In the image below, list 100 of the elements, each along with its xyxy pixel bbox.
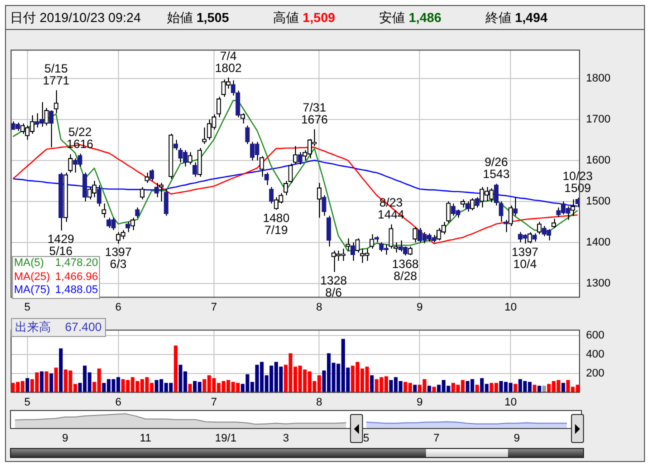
y-tick-label: 1600: [586, 154, 610, 166]
x-tick-label: 6: [115, 396, 122, 408]
x-tick-label: 5: [24, 301, 30, 314]
candlestick: [518, 232, 523, 243]
x-tick-label: 11: [140, 432, 152, 445]
candlestick: [164, 188, 168, 216]
candlestick: [216, 96, 222, 118]
bar: [432, 386, 436, 393]
candlestick: [537, 221, 542, 235]
x-tick-label: 5: [363, 432, 370, 445]
y-tick-label: 600: [586, 329, 604, 342]
annotation: 1368 8/28: [392, 256, 420, 283]
candlestick: [68, 154, 73, 174]
x-tick-label: 7: [433, 432, 440, 445]
x-tick-label: 9: [416, 396, 423, 408]
candlestick: [470, 198, 475, 211]
candlestick: [159, 182, 164, 202]
bar: [54, 368, 58, 393]
candlestick: [206, 118, 212, 140]
candlestick: [197, 148, 202, 178]
annotation: 67.400: [65, 320, 102, 334]
annotation: 1480 7/19: [262, 210, 290, 237]
x-tick-label: 7: [210, 301, 218, 314]
x-tick-label: 6: [115, 301, 122, 314]
candlestick: [436, 228, 442, 241]
chart-title: 日付 2019/10/23 09:24: [10, 10, 141, 25]
text: MA(25): [14, 270, 50, 284]
candlestick: [384, 244, 389, 256]
bar: [40, 371, 44, 393]
x-tick-label: 7: [210, 396, 218, 408]
chart-title: 出来高: [15, 320, 51, 334]
bar: [59, 348, 63, 393]
candlestick: [417, 228, 422, 243]
candlestick: [446, 200, 451, 224]
bar: [44, 371, 48, 393]
x-tick-label: 5: [24, 396, 30, 408]
candlestick: [72, 158, 78, 174]
annotation: 5/15 1771: [42, 62, 70, 88]
candlestick: [412, 226, 418, 243]
candlestick: [346, 238, 350, 252]
x-tick-label: 8: [316, 396, 322, 408]
candlestick: [54, 90, 58, 114]
bar: [26, 378, 30, 393]
annotation: 1328 8/6: [320, 273, 348, 300]
annotation: 1397 10/4: [512, 244, 539, 271]
text: MA(5): [14, 257, 44, 270]
text: MA(75): [14, 284, 50, 298]
x-tick-label: 19/1: [215, 432, 236, 445]
annotation: 7/31 1676: [301, 100, 328, 126]
candlestick: [250, 141, 255, 161]
candlestick: [498, 200, 504, 222]
annotation: 1,466.96: [55, 270, 98, 284]
annotation: 7/4 1802: [214, 48, 242, 75]
x-tick-label: 10: [504, 396, 517, 408]
candlestick: [316, 182, 322, 218]
candlestick: [96, 184, 102, 207]
text: 高値 1,509: [273, 10, 336, 25]
bar: [49, 373, 54, 393]
y-tick-label: 1400: [586, 236, 610, 248]
annotation: 1,488.05: [55, 284, 98, 298]
x-tick-label: 3: [282, 432, 290, 445]
y-tick-label: 1800: [586, 72, 610, 84]
y-tick-label: 200: [586, 368, 604, 380]
y-tick-label: 1300: [586, 277, 610, 290]
x-tick-label: 9: [416, 301, 423, 314]
text: 終値 1,494: [485, 10, 548, 25]
candlestick: [126, 221, 130, 233]
candlestick: [527, 232, 532, 244]
bar: [370, 375, 374, 393]
annotation: 1429 5/16: [47, 232, 75, 258]
candlestick: [130, 217, 135, 231]
text: 始値 1,505: [166, 10, 229, 25]
candlestick: [48, 110, 54, 148]
y-tick-label: 1700: [586, 113, 610, 126]
text: 安値 1,486: [379, 10, 442, 25]
bar: [413, 384, 417, 393]
candlestick: [202, 127, 207, 144]
candlestick: [350, 242, 356, 262]
candlestick: [144, 172, 150, 184]
candlestick: [245, 124, 250, 144]
candlestick: [39, 102, 44, 128]
y-tick-label: 1500: [586, 195, 610, 208]
candlestick: [82, 172, 88, 202]
candlestick: [106, 217, 112, 229]
x-tick-label: 9: [62, 432, 68, 445]
x-tick-label: 10: [504, 301, 517, 314]
bar: [532, 384, 536, 393]
candlestick: [326, 215, 332, 248]
annotation: 1397 6/3: [104, 244, 132, 271]
bar: [174, 346, 178, 393]
y-tick-label: 400: [586, 348, 604, 361]
annotation: 9/26 1543: [482, 155, 510, 182]
annotation: 1,478.20: [55, 257, 98, 270]
candlestick: [370, 234, 374, 250]
x-tick-label: 9: [514, 432, 520, 445]
bar: [188, 384, 192, 393]
candlestick: [360, 248, 365, 264]
candlestick: [494, 183, 499, 206]
x-tick-label: 8: [316, 301, 322, 314]
candlestick: [30, 114, 34, 134]
